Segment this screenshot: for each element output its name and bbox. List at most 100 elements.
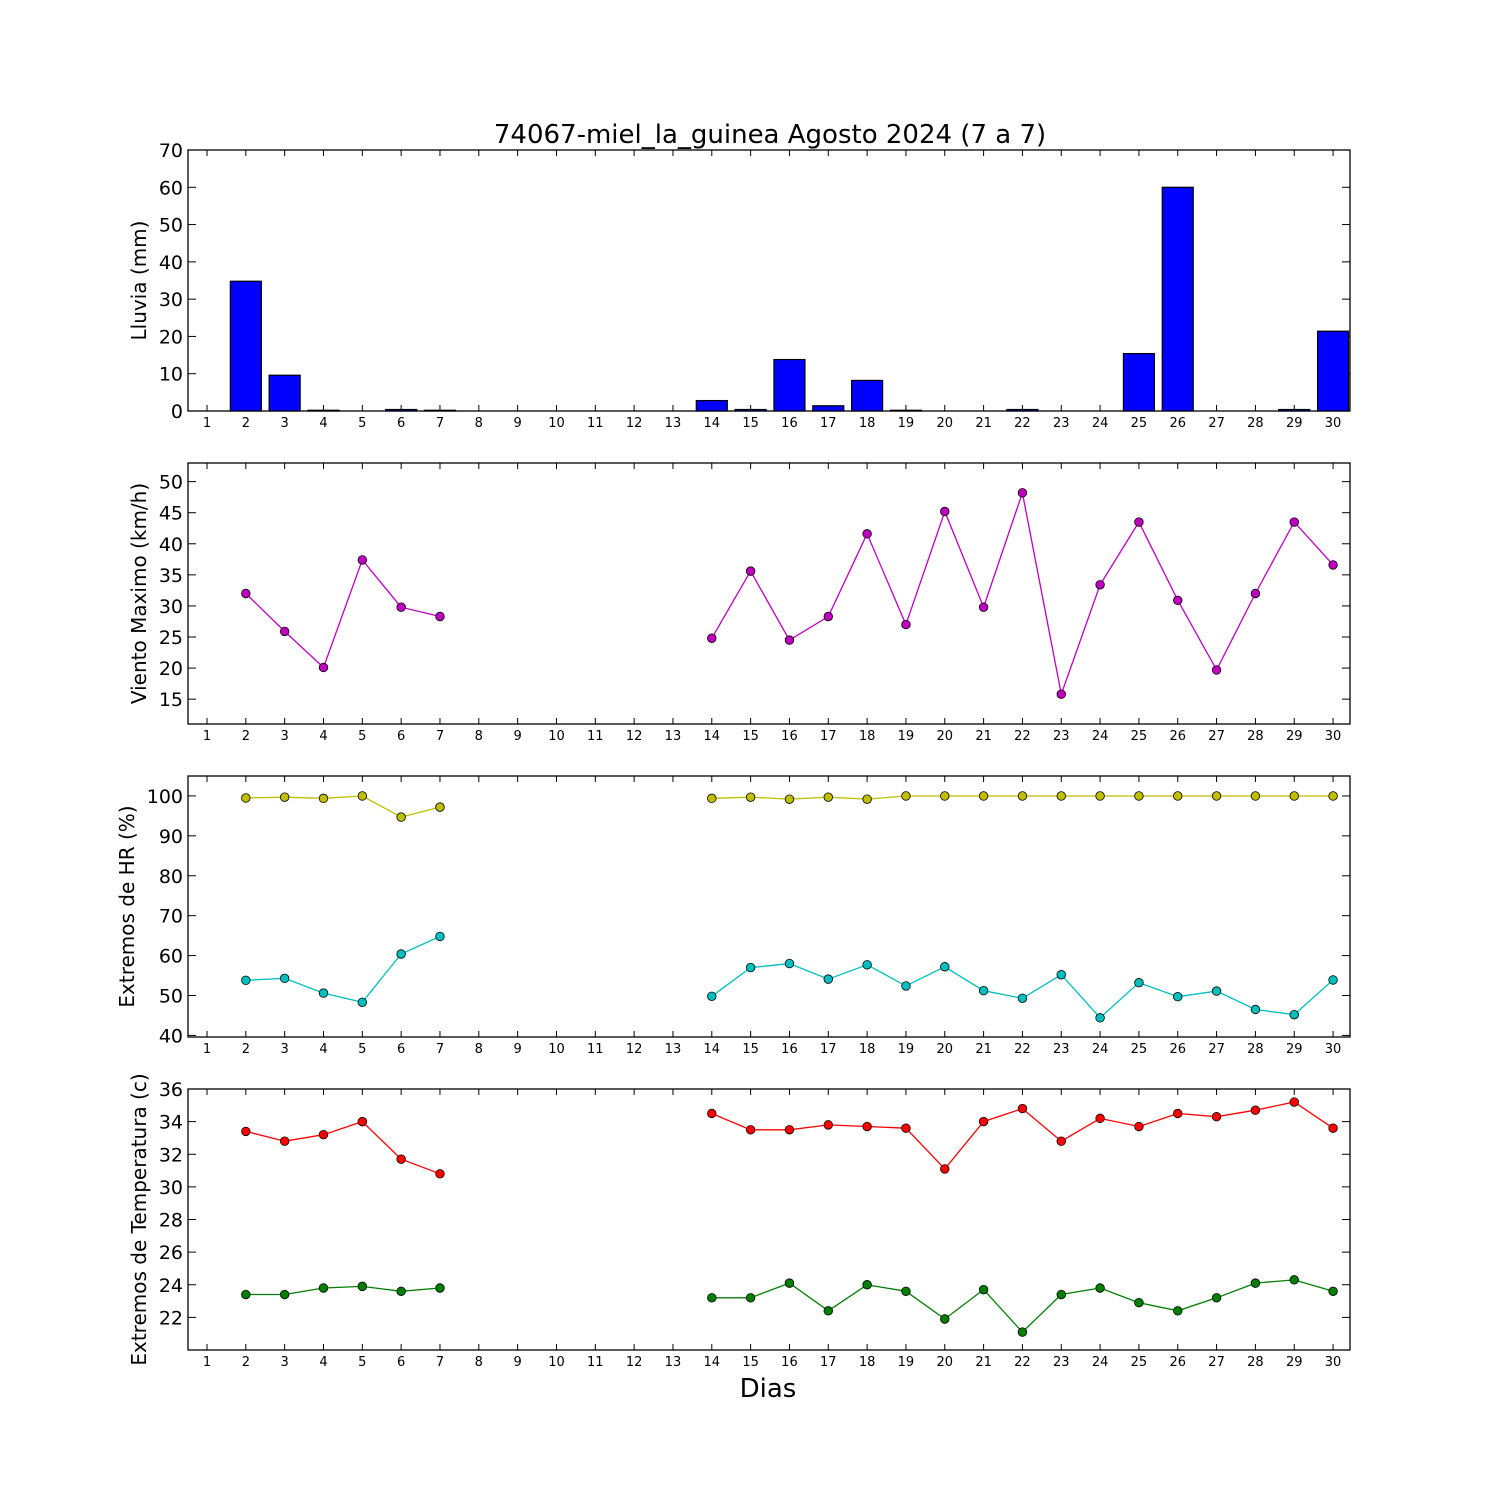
x-tick-label: 24 <box>1092 1042 1109 1057</box>
y-axis-label: Viento Maximo (km/h) <box>127 483 151 704</box>
x-tick-label: 16 <box>781 1042 798 1057</box>
x-tick-label: 1 <box>203 416 211 431</box>
rain-bar <box>1161 186 1194 412</box>
y-tick-label: 50 <box>159 985 183 1007</box>
plot-frame <box>187 775 1351 1038</box>
x-tick-label: 9 <box>513 416 521 431</box>
x-tick-label: 28 <box>1247 1355 1264 1370</box>
data-point <box>357 555 368 565</box>
data-point <box>940 506 950 517</box>
x-tick-label: 10 <box>548 416 565 431</box>
y-tick-label: 20 <box>159 658 183 680</box>
x-tick-label: 20 <box>936 729 953 744</box>
data-point <box>1095 1013 1105 1023</box>
x-tick-label: 2 <box>242 1042 250 1057</box>
data-point <box>784 958 795 969</box>
x-tick-label: 29 <box>1286 1042 1303 1057</box>
x-tick-label: 3 <box>281 416 289 431</box>
data-point <box>1056 1136 1066 1146</box>
data-point <box>1017 993 1028 1003</box>
x-tick-label: 22 <box>1014 729 1031 744</box>
data-point <box>1095 580 1105 590</box>
data-point <box>862 960 872 970</box>
data-point <box>396 1154 406 1164</box>
data-point <box>357 1281 368 1292</box>
rain-bar <box>307 409 340 412</box>
data-point <box>1211 986 1222 996</box>
data-point <box>1134 1297 1144 1308</box>
data-point <box>1134 791 1144 801</box>
data-point <box>784 794 795 804</box>
plot-frame <box>187 149 1351 412</box>
rain-bar <box>734 408 767 412</box>
x-tick-label: 20 <box>936 1042 953 1057</box>
data-point <box>823 611 833 622</box>
data-point <box>396 1286 406 1296</box>
data-point <box>707 1293 717 1303</box>
data-point <box>901 1123 911 1133</box>
x-tick-label: 21 <box>975 1042 992 1057</box>
data-point <box>862 529 872 539</box>
data-point <box>1328 560 1338 570</box>
x-tick-label: 6 <box>397 1042 405 1057</box>
data-point <box>707 991 717 1001</box>
y-tick-label: 70 <box>159 140 183 162</box>
data-point <box>435 1283 445 1293</box>
data-point <box>1056 970 1066 980</box>
data-point <box>1328 1286 1338 1296</box>
x-tick-label: 28 <box>1247 729 1264 744</box>
series-line <box>245 795 441 818</box>
x-tick-label: 7 <box>436 729 444 744</box>
series-line <box>245 558 441 669</box>
x-tick-label: 9 <box>513 729 521 744</box>
series-line <box>711 1279 1334 1334</box>
series-line <box>245 935 441 1004</box>
x-tick-label: 19 <box>898 729 915 744</box>
x-tick-label: 6 <box>397 416 405 431</box>
data-point <box>1250 791 1261 801</box>
x-tick-label: 20 <box>936 416 953 431</box>
y-tick-label: 30 <box>159 596 183 618</box>
x-tick-label: 27 <box>1208 416 1225 431</box>
data-point <box>1134 517 1144 527</box>
y-tick-label: 80 <box>159 866 183 888</box>
data-point <box>978 791 989 801</box>
rain-bar <box>1278 408 1311 412</box>
y-tick-label: 30 <box>159 1177 183 1199</box>
rain-bar <box>423 409 457 412</box>
data-point <box>1289 791 1299 801</box>
x-tick-label: 1 <box>203 729 211 744</box>
data-point <box>707 1108 717 1119</box>
data-point <box>1017 488 1028 498</box>
data-point <box>1056 689 1066 699</box>
x-tick-label: 24 <box>1092 729 1109 744</box>
x-tick-label: 13 <box>665 729 682 744</box>
y-tick-label: 40 <box>159 1025 183 1047</box>
x-tick-label: 16 <box>781 416 798 431</box>
y-tick-label: 26 <box>159 1242 183 1264</box>
x-tick-label: 3 <box>281 1042 289 1057</box>
data-point <box>1328 975 1338 985</box>
data-point <box>1017 791 1028 801</box>
rain-bar <box>889 409 923 412</box>
data-point <box>241 1126 251 1137</box>
data-point <box>940 1164 950 1174</box>
y-tick-label: 34 <box>159 1112 183 1134</box>
rain-bar <box>812 405 845 412</box>
x-tick-label: 30 <box>1325 416 1342 431</box>
y-tick-label: 70 <box>159 906 183 928</box>
data-point <box>318 793 329 804</box>
data-point <box>396 949 406 959</box>
y-tick-label: 28 <box>159 1210 183 1232</box>
x-tick-label: 25 <box>1131 1355 1148 1370</box>
x-tick-label: 15 <box>742 1042 759 1057</box>
data-point <box>745 962 756 973</box>
x-tick-label: 10 <box>548 1042 565 1057</box>
x-tick-label: 1 <box>203 1355 211 1370</box>
x-tick-label: 27 <box>1208 1355 1225 1370</box>
data-point <box>862 794 872 804</box>
data-point <box>1289 517 1299 527</box>
